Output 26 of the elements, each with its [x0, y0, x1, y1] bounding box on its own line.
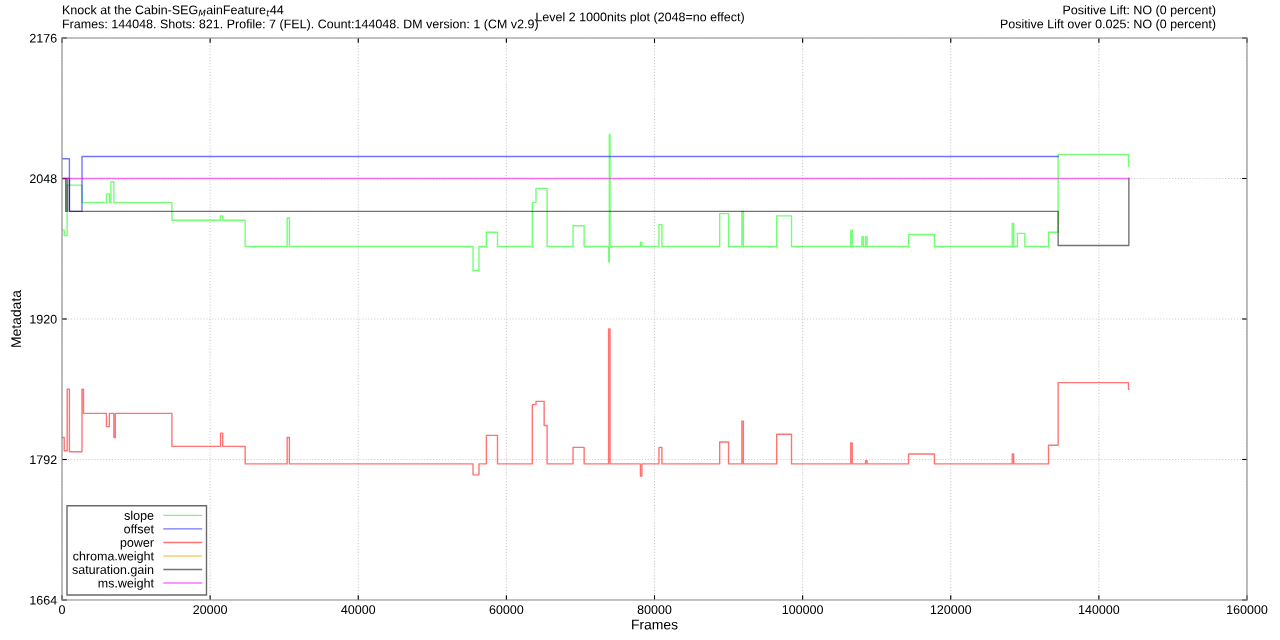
x-axis-title: Frames — [632, 619, 678, 630]
x-tick-label: 80000 — [637, 605, 672, 615]
x-tick-label: 20000 — [193, 605, 228, 615]
x-tick-label: 40000 — [341, 605, 376, 615]
x-tick-label: 160000 — [1227, 605, 1268, 615]
y-tick-label: 1920 — [30, 314, 57, 324]
text: Frames: 144048. Shots: 821. Profile: 7 (FEL). Count:144048. DM version: 1 (CM v2.9) — [63, 19, 538, 31]
y-tick-label: 1664 — [30, 595, 57, 605]
x-tick-label: 100000 — [782, 605, 823, 615]
legend-label: slope — [124, 510, 154, 523]
y-tick-label: 1792 — [30, 455, 57, 465]
text: Positive Lift: NO (0 percent) — [1063, 5, 1216, 17]
legend-label: power — [120, 540, 154, 550]
legend-label: ms.weight — [98, 578, 154, 590]
x-tick-label: 120000 — [930, 605, 972, 615]
legend-label: offset — [124, 524, 154, 534]
text: Positive Lift over 0.025: NO (0 percent) — [1000, 19, 1216, 31]
x-tick-label: 0 — [59, 605, 65, 615]
x-tick-label: 140000 — [1078, 605, 1120, 615]
x-tick-label: 60000 — [489, 605, 524, 615]
text: Knock at the Cabin-SEG$_{M}$ainFeature$_{t}$44 — [63, 5, 284, 17]
y-tick-label: 2048 — [29, 174, 57, 184]
legend-label: saturation.gain — [72, 564, 154, 577]
y-tick-label: 2176 — [29, 33, 57, 43]
y-axis-title: Metadata — [10, 290, 22, 347]
legend-label: chroma.weight — [73, 551, 154, 563]
